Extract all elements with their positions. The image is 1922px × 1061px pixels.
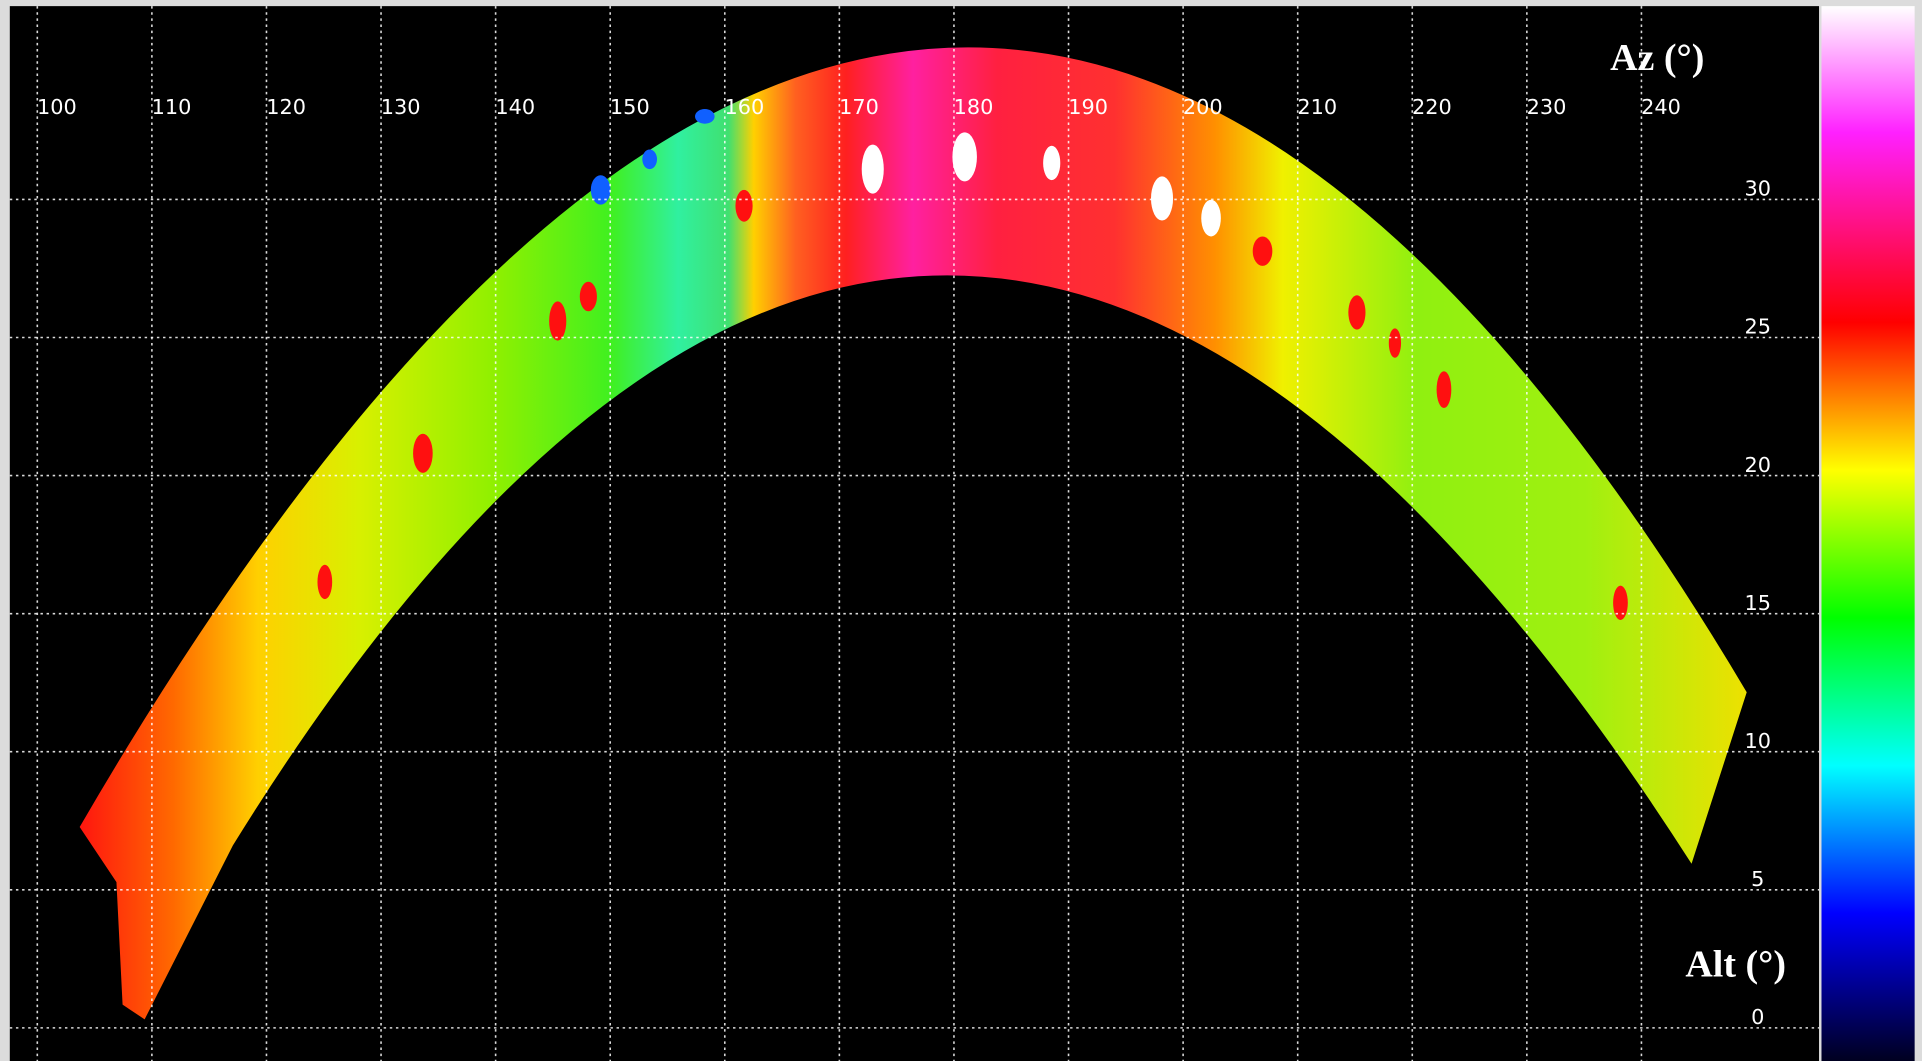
x-tick-label: 220 [1412,95,1452,119]
x-tick-label: 140 [495,95,535,119]
x-tick-label: 100 [37,95,77,119]
labels: 100 110 120 130 140 150 160 170 180 190 200 210 220 2… [37,95,1771,1029]
x-axis-label: Az (°) [1610,37,1704,79]
y-axis-label: Alt (°) [1685,944,1786,986]
x-tick-label: 110 [152,95,192,119]
x-tick-label: 200 [1183,95,1223,119]
x-tick-label: 230 [1527,95,1567,119]
y-tick-label: 25 [1744,315,1771,339]
x-tick-label: 150 [610,95,650,119]
y-tick-label: 10 [1744,729,1771,753]
x-tick-label: 170 [839,95,879,119]
sky-band [79,47,1747,1020]
cold-spots [590,109,715,205]
x-tick-label: 240 [1641,95,1681,119]
y-tick-label: 20 [1744,453,1771,477]
y-tick-label: 0 [1751,1005,1764,1029]
y-tick-label: 15 [1744,591,1771,615]
colorbar [1821,6,1915,1061]
x-tick-label: 160 [725,95,765,119]
x-tick-label: 120 [266,95,306,119]
grid [9,6,1820,1061]
bright-spots [861,132,1221,237]
y-tick-label: 5 [1751,867,1764,891]
hot-spots [317,189,1628,620]
y-tick-label: 30 [1744,177,1771,201]
x-tick-label: 210 [1297,95,1337,119]
x-tick-label: 190 [1068,95,1108,119]
x-tick-label: 130 [381,95,421,119]
x-tick-label: 180 [954,95,994,119]
